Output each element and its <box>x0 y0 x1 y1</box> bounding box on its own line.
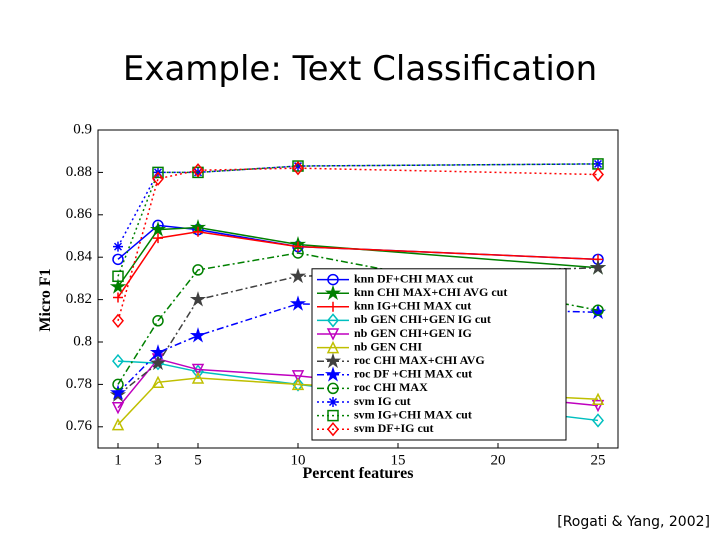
legend-marker <box>327 422 339 437</box>
data-point <box>109 278 127 294</box>
y-tick-label: 0.9 <box>73 121 92 137</box>
data-point <box>113 292 123 303</box>
series-line <box>117 163 599 247</box>
legend-marker <box>326 340 340 354</box>
x-axis-label: Percent features <box>303 465 414 482</box>
data-point <box>591 399 605 413</box>
data-point <box>292 247 304 259</box>
legend-label: svm IG cut <box>354 394 411 408</box>
data-point <box>193 226 203 237</box>
data-point <box>291 377 305 391</box>
data-point <box>289 295 307 311</box>
series-line <box>117 163 599 277</box>
data-point <box>111 418 125 431</box>
data-point <box>292 160 304 176</box>
series-line <box>117 252 599 385</box>
legend-label: svm DF+IG cut <box>354 421 434 435</box>
data-point <box>152 171 164 186</box>
data-point <box>189 291 207 307</box>
citation: [Rogati & Yang, 2002] <box>557 514 710 530</box>
legend-label: roc CHI MAX+CHI AVG <box>354 353 485 367</box>
data-point <box>149 354 167 371</box>
legend-marker <box>327 313 339 328</box>
legend-label: roc DF +CHI MAX cut <box>354 367 472 381</box>
data-point <box>153 233 163 244</box>
y-tick-label: 0.82 <box>66 291 92 307</box>
data-point <box>112 313 124 328</box>
x-tick-label: 3 <box>154 452 162 468</box>
y-tick-label: 0.88 <box>66 164 92 180</box>
data-point <box>591 392 605 405</box>
y-tick-label: 0.78 <box>66 376 92 392</box>
legend-label: svm IG+CHI MAX cut <box>354 407 472 421</box>
legend-label: nb GEN CHI <box>354 339 422 353</box>
data-point <box>192 163 204 178</box>
legend-marker <box>328 301 338 312</box>
data-point <box>149 221 167 237</box>
legend-marker <box>324 366 342 382</box>
data-point <box>152 315 164 327</box>
legend-label: nb GEN CHI+GEN IG cut <box>354 312 491 326</box>
y-axis-label: Micro F1 <box>37 268 54 331</box>
x-tick-label: 20 <box>491 452 506 468</box>
data-point <box>151 375 165 389</box>
data-point <box>592 167 604 182</box>
legend-label: knn IG+CHI MAX cut <box>354 299 471 313</box>
legend-label: nb GEN CHI+GEN IG <box>354 326 472 340</box>
data-point <box>109 384 127 400</box>
data-point <box>589 259 607 275</box>
legend-marker <box>328 397 338 407</box>
data-point <box>112 353 124 369</box>
legend-marker <box>327 409 339 422</box>
legend-label: knn DF+CHI MAX cut <box>354 271 473 285</box>
data-point <box>112 378 124 391</box>
slide-title: Example: Text Classification <box>123 49 597 89</box>
x-tick-label: 15 <box>391 452 406 468</box>
data-point <box>293 241 303 252</box>
y-tick-label: 0.8 <box>73 333 92 349</box>
legend-marker <box>324 352 342 369</box>
y-tick-label: 0.86 <box>66 206 93 222</box>
legend-marker <box>324 284 342 301</box>
data-point <box>291 370 305 383</box>
data-point <box>292 377 304 392</box>
x-tick-label: 25 <box>591 452 606 468</box>
data-point <box>149 344 167 360</box>
legend-marker <box>327 273 339 286</box>
data-point <box>191 363 205 377</box>
legend-label: roc CHI MAX <box>354 380 428 394</box>
plot-frame <box>97 129 619 449</box>
x-tick-label: 1 <box>114 452 122 468</box>
data-point <box>112 270 124 283</box>
data-point <box>592 413 604 428</box>
legend-box <box>311 268 567 441</box>
data-point <box>191 371 205 384</box>
series-line <box>117 224 599 261</box>
legend-marker <box>326 328 340 341</box>
data-point <box>192 264 204 276</box>
y-tick-label: 0.76 <box>66 418 93 434</box>
legend-label: knn CHI MAX+CHI AVG cut <box>354 285 507 299</box>
data-point <box>152 166 164 179</box>
data-point <box>592 304 604 316</box>
legend-marker <box>327 382 339 395</box>
data-point <box>189 327 207 343</box>
x-tick-label: 10 <box>291 452 306 468</box>
data-point <box>112 253 124 266</box>
y-tick-label: 0.84 <box>66 249 93 265</box>
data-point <box>289 267 307 284</box>
x-tick-label: 5 <box>194 452 202 468</box>
data-point <box>111 401 125 415</box>
data-point <box>113 241 123 252</box>
